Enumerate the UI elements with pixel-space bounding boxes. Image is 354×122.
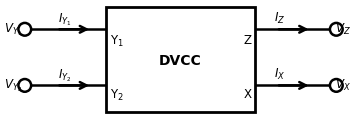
Text: $I_Z$: $I_Z$	[274, 11, 286, 26]
Ellipse shape	[330, 79, 343, 92]
Text: $V_Z$: $V_Z$	[335, 22, 350, 37]
Text: Z: Z	[243, 34, 251, 47]
Text: $V_X$: $V_X$	[335, 78, 350, 93]
Ellipse shape	[18, 79, 31, 92]
Text: DVCC: DVCC	[159, 54, 202, 68]
Text: $I_{Y_1}$: $I_{Y_1}$	[58, 11, 72, 28]
Text: X: X	[243, 88, 251, 101]
Text: Y$_1$: Y$_1$	[110, 34, 124, 49]
Text: $I_X$: $I_X$	[274, 67, 286, 82]
Text: $V_{Y_2}$: $V_{Y_2}$	[4, 77, 22, 94]
Bar	[106, 7, 255, 112]
Text: Y$_2$: Y$_2$	[110, 88, 124, 103]
Ellipse shape	[330, 23, 343, 36]
Text: $I_{Y_2}$: $I_{Y_2}$	[58, 67, 72, 84]
Ellipse shape	[18, 23, 31, 36]
Text: $V_{Y_1}$: $V_{Y_1}$	[4, 21, 22, 38]
